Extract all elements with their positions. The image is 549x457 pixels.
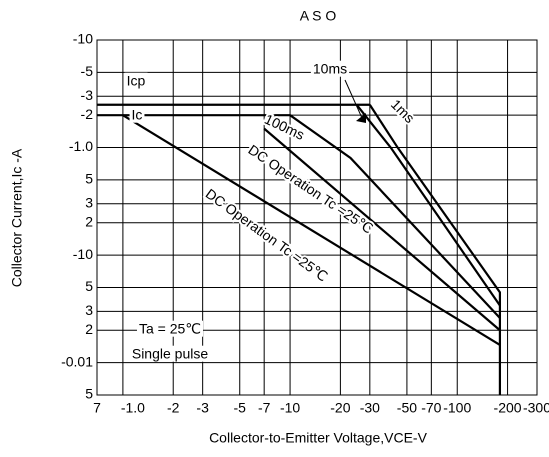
plot-frame <box>96 39 538 396</box>
x-tick-label: -300 <box>523 400 549 416</box>
curve <box>122 114 501 346</box>
x-tick-label: -50 <box>397 400 417 416</box>
x-tick-label: -100 <box>443 400 471 416</box>
y-tick-label: -5 <box>81 63 94 79</box>
x-tick-label: -30 <box>360 400 380 416</box>
series-label: Icp <box>127 73 146 89</box>
x-tick-label: -5 <box>234 400 247 416</box>
y-tick-label: 5 <box>85 386 93 402</box>
y-tick-label: 2 <box>85 213 93 229</box>
series-label: 10ms <box>313 61 347 77</box>
label-bg <box>310 60 350 77</box>
curve <box>289 114 501 319</box>
y-tick-label: 2 <box>85 321 93 337</box>
annotation: Ta = 25℃ <box>139 321 201 337</box>
y-tick-label: 3 <box>85 302 93 318</box>
x-tick-label: -3 <box>196 400 209 416</box>
y-tick-label: 5 <box>85 171 93 187</box>
curve <box>263 127 501 332</box>
y-tick-label: -0.01 <box>61 353 93 369</box>
x-tick-label: -1.0 <box>121 400 145 416</box>
arrow-head <box>356 113 366 123</box>
label-bg <box>129 345 211 362</box>
y-tick-label: -2 <box>81 106 94 122</box>
x-axis-label: Collector-to-Emitter Voltage,VCE-V <box>209 430 428 446</box>
y-tick-label: -3 <box>81 87 94 103</box>
x-tick-label: -10 <box>280 400 300 416</box>
x-tick-label: -200 <box>494 400 522 416</box>
y-tick-label: 5 <box>85 278 93 294</box>
x-tick-label: -7 <box>258 400 271 416</box>
y-tick-label: -1.0 <box>69 138 93 154</box>
y-tick-label: -10 <box>73 246 93 262</box>
y-tick-label: -10 <box>73 31 93 47</box>
annotation: Single pulse <box>132 346 208 362</box>
x-tick-label: -20 <box>330 400 350 416</box>
y-tick-label: 3 <box>85 194 93 210</box>
arrow-line <box>344 79 363 119</box>
x-tick-label: 7 <box>93 400 101 416</box>
label-bg <box>136 320 204 337</box>
label-bg <box>124 72 148 89</box>
label-bg <box>129 106 145 123</box>
chart-title: A S O <box>300 8 337 24</box>
series-label: Ic <box>132 107 143 123</box>
x-tick-label: -2 <box>167 400 180 416</box>
curve <box>355 104 501 307</box>
x-tick-label: -70 <box>421 400 441 416</box>
y-axis-label: Collector Current,Ic -A <box>9 148 25 287</box>
